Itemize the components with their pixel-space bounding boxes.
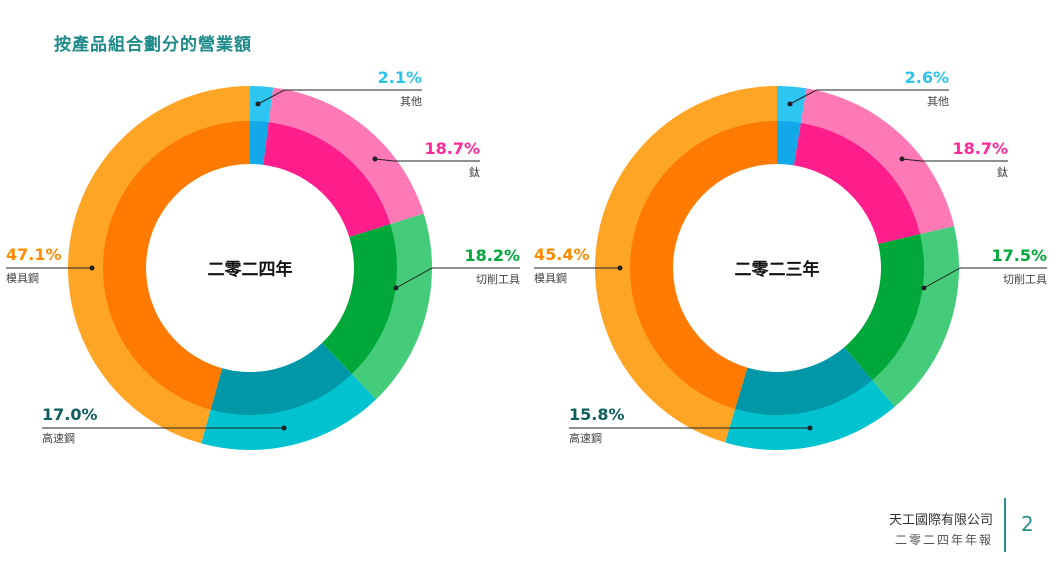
leader-line-cutting: [923, 267, 1047, 289]
leader-line-titanium: [901, 158, 1008, 162]
slice-inner-titanium: [263, 122, 391, 237]
slice-inner-other: [250, 121, 269, 165]
category-label-titanium: 鈦: [997, 165, 1008, 179]
footer-report-name: 二零二四年年報: [894, 533, 993, 547]
leader-line-other: [257, 89, 422, 105]
category-label-cutting: 切削工具: [476, 272, 520, 286]
leader-line-titanium: [374, 158, 480, 162]
center-year-label: 二零二四年: [208, 259, 293, 280]
percent-label-titanium: 18.7%: [952, 139, 1008, 158]
slice-outer-mould: [595, 86, 777, 443]
slice-outer-other: [250, 86, 274, 127]
slice-outer-other: [777, 86, 807, 127]
percent-label-cutting: 18.2%: [464, 246, 520, 265]
category-label-titanium: 鈦: [469, 165, 480, 179]
footer-company-name: 天工國際有限公司: [888, 513, 993, 528]
donut-chart-1: 二零二四年 2.1% 其他 18.7% 鈦 18.2% 切削工具 17.0% 高速鋼 47.1% 模…: [6, 68, 520, 450]
slice-inner-cutting: [844, 234, 924, 381]
percent-label-hss: 15.8%: [569, 405, 625, 424]
category-label-mould: 模具鋼: [534, 271, 567, 285]
slice-inner-other: [777, 121, 801, 166]
slice-inner-mould: [629, 120, 777, 409]
slice-outer-mould: [67, 86, 250, 444]
page-title: 按產品組合劃分的營業額: [54, 35, 252, 55]
category-label-other: 其他: [927, 95, 949, 108]
percent-label-titanium: 18.7%: [424, 139, 480, 158]
percent-label-cutting: 17.5%: [991, 246, 1047, 265]
category-label-hss: 高速鋼: [42, 431, 75, 445]
slice-inner-mould: [102, 120, 250, 410]
percent-label-hss: 17.0%: [42, 405, 98, 424]
center-year-label: 二零二三年: [735, 259, 820, 280]
slice-outer-hss: [201, 371, 377, 450]
slice-outer-titanium: [268, 87, 424, 226]
page-number: 2: [1021, 512, 1034, 536]
percent-label-mould: 45.4%: [534, 245, 590, 264]
footer-divider: [1004, 498, 1006, 552]
slice-inner-hss: [210, 343, 352, 415]
slice-inner-hss: [735, 347, 873, 415]
leader-line-cutting: [395, 267, 520, 289]
percent-label-other: 2.1%: [378, 68, 422, 87]
category-label-hss: 高速鋼: [569, 431, 602, 445]
slice-inner-titanium: [793, 122, 921, 245]
slice-inner-cutting: [322, 224, 397, 375]
leader-line-other: [789, 89, 949, 105]
category-label-other: 其他: [400, 95, 422, 108]
percent-label-other: 2.6%: [905, 68, 949, 87]
category-label-cutting: 切削工具: [1003, 272, 1047, 286]
percent-label-mould: 47.1%: [6, 245, 62, 264]
slice-outer-hss: [725, 377, 895, 451]
category-label-mould: 模具鋼: [6, 271, 39, 285]
donut-chart-2: 二零二三年 2.6% 其他 18.7% 鈦 17.5% 切削工具 15.8% 高速鋼 45.4% 模…: [534, 68, 1047, 451]
